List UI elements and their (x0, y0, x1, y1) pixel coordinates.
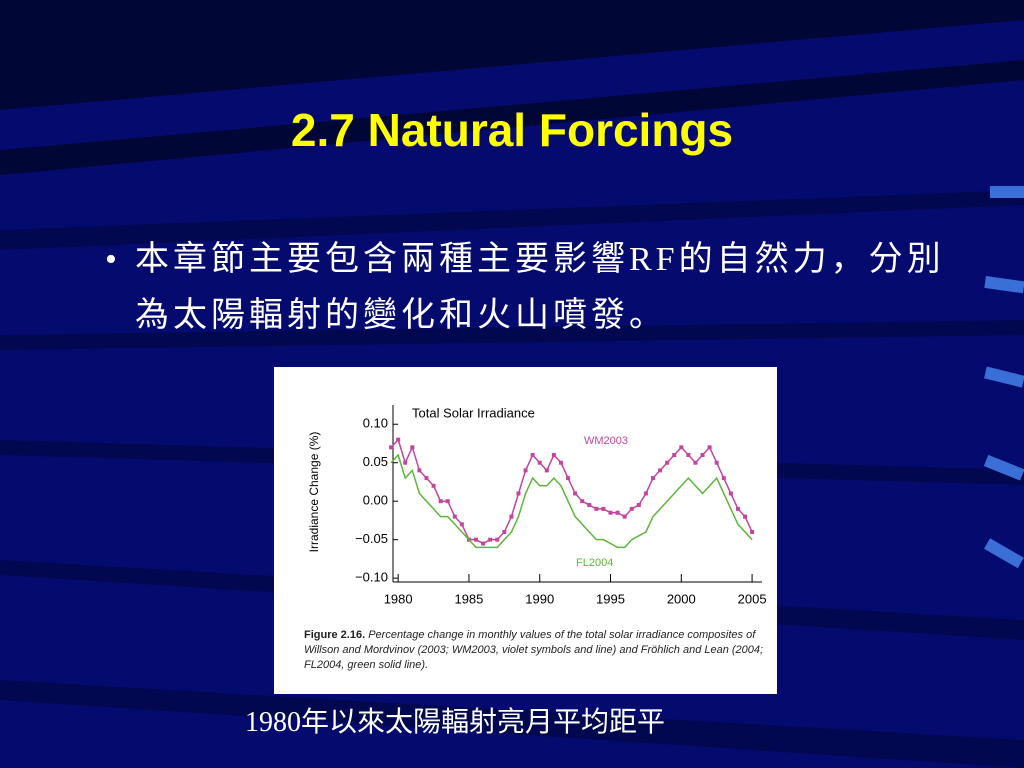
y-tick-label: 0.10 (363, 416, 388, 431)
series-label: FL2004 (576, 557, 613, 569)
series-marker (714, 460, 719, 465)
series-marker (700, 453, 705, 458)
figure-caption-text: Percentage change in monthly values of t… (304, 629, 764, 671)
x-tick-label: 2000 (667, 591, 696, 606)
series-marker (629, 506, 634, 511)
series-marker (587, 503, 592, 508)
series-marker (721, 476, 726, 481)
series-marker (516, 491, 521, 496)
series-marker (728, 491, 733, 496)
series-line (390, 438, 753, 545)
series-marker (417, 468, 422, 473)
series-marker (396, 437, 401, 442)
figure-caption-label: Figure 2.16. (304, 629, 366, 641)
x-tick-label: 1985 (454, 591, 483, 606)
y-tick-label: 0.05 (363, 454, 388, 469)
series-marker (636, 503, 641, 508)
series-marker (495, 537, 500, 542)
series-marker (537, 460, 542, 465)
y-tick-label: −0.10 (355, 570, 388, 585)
series-marker (403, 460, 408, 465)
x-tick-label: 1995 (596, 591, 625, 606)
series-marker (410, 445, 415, 450)
series-marker (431, 483, 436, 488)
figure-chart: Total Solar Irradiance Irradiance Change… (307, 405, 767, 606)
series-marker (544, 468, 549, 473)
series-marker (445, 499, 450, 504)
series-marker (459, 522, 464, 527)
slide-title: 2.7 Natural Forcings (290, 104, 734, 156)
series-line (390, 453, 753, 549)
series-marker (488, 537, 493, 542)
series-marker (601, 506, 606, 511)
y-tick-label: −0.05 (355, 531, 388, 546)
series-marker (594, 506, 599, 511)
series-marker (750, 529, 755, 534)
series-marker (481, 541, 486, 546)
series-marker (608, 510, 613, 515)
series-marker (707, 445, 712, 450)
series-marker (551, 453, 556, 458)
x-tick-label: 1990 (525, 591, 554, 606)
series-marker (686, 453, 691, 458)
series-marker (622, 514, 627, 519)
slide-caption: 1980年以來太陽輻射亮月平均距平 (244, 707, 665, 738)
series-marker (558, 460, 563, 465)
series-marker (502, 529, 507, 534)
series-marker (580, 499, 585, 504)
x-tick-label: 2005 (738, 591, 767, 606)
series-marker (424, 476, 429, 481)
series-marker (474, 537, 479, 542)
series-marker (452, 514, 457, 519)
series-marker (679, 445, 684, 450)
series-marker (530, 453, 535, 458)
y-tick-label: 0.00 (363, 493, 388, 508)
y-axis-label: Irradiance Change (%) (307, 432, 321, 553)
figure-title: Total Solar Irradiance (412, 405, 535, 420)
series-marker (573, 491, 578, 496)
series-marker (615, 510, 620, 515)
series-marker (650, 476, 655, 481)
series-marker (523, 468, 528, 473)
series-marker (438, 499, 443, 504)
series-marker (643, 491, 648, 496)
series-marker (658, 468, 663, 473)
bullet: 本章節主要包含兩種主要影響RF的自然力，分別為太陽輻射的變化和火山噴發。 (105, 232, 955, 344)
series-marker (735, 506, 740, 511)
series-marker (665, 460, 670, 465)
figure-panel (274, 367, 777, 694)
figure-caption: Figure 2.16. Percentage change in monthl… (304, 628, 764, 673)
series-label: WM2003 (584, 435, 628, 447)
series-marker (566, 476, 571, 481)
series-marker (693, 460, 698, 465)
series-marker (389, 445, 394, 450)
series-marker (743, 514, 748, 519)
x-tick-label: 1980 (384, 591, 413, 606)
series-marker (509, 514, 514, 519)
series-marker (672, 453, 677, 458)
